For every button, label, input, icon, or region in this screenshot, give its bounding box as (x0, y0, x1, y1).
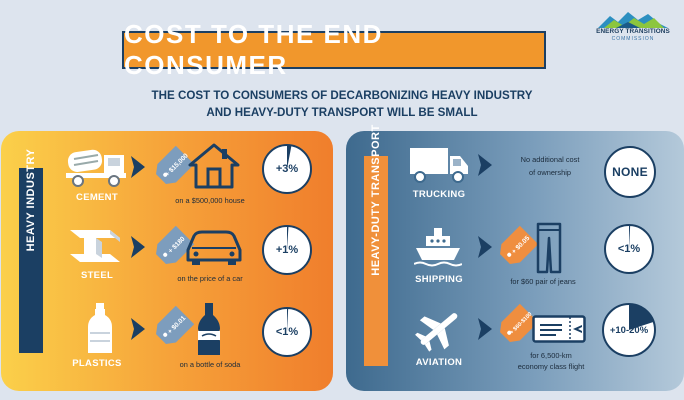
cement-description: on a $500,000 house (175, 196, 245, 205)
shipping-label: SHIPPING (415, 274, 463, 285)
chevron-right-icon (131, 156, 145, 178)
chevron-right-icon (478, 236, 492, 258)
cement-mixer-truck-icon (64, 141, 128, 192)
trucking-label: TRUCKING (412, 189, 466, 200)
price-tag-icon: + $60-$100 (500, 304, 538, 342)
steel-pie-chart: +1% (261, 224, 313, 276)
steel-description: on the price of a car (177, 274, 243, 283)
trucking-pie-chart: NONE (603, 145, 657, 199)
mountain-logo-icon (598, 12, 668, 28)
aviation-description: for 6,500-km economy class flight (496, 350, 606, 372)
chevron-right-icon (131, 318, 145, 340)
subtitle: THE COST TO CONSUMERS OF DECARBONIZING H… (120, 87, 564, 121)
subtitle-line1: THE COST TO CONSUMERS OF DECARBONIZING H… (151, 89, 533, 102)
shipping-description: for $60 pair of jeans (510, 277, 576, 286)
heavy-industry-label: HEAVY INDUSTRY (25, 148, 37, 252)
aviation-description-line2: economy class flight (517, 362, 585, 371)
plastics-pct: <1% (275, 326, 299, 338)
house-icon (188, 143, 240, 194)
shipping-pie-chart: <1% (603, 223, 655, 275)
aviation-pie-chart: +10-20% (601, 302, 657, 358)
trucking-description: No additional cost of ownership (500, 153, 600, 179)
etc-logo: ENERGY TRANSITIONS COMMISSION (590, 10, 676, 44)
aviation-description-line1: for 6,500-km (530, 351, 572, 360)
plastics-label: PLASTICS (72, 358, 122, 369)
ship-icon (413, 228, 463, 273)
price-tag-icon: + $15,000 (156, 146, 194, 184)
steel-pct: +1% (275, 244, 299, 256)
car-icon (184, 228, 244, 271)
steel-label: STEEL (80, 270, 114, 281)
truck-icon (408, 146, 470, 189)
cement-pct: +3% (275, 163, 299, 175)
cement-pie-chart: +3% (261, 143, 313, 195)
logo-line2: COMMISSION (611, 36, 655, 42)
trucking-description-line2: of ownership (529, 168, 571, 177)
aviation-label: AVIATION (415, 357, 463, 368)
logo-line1: ENERGY TRANSITIONS (596, 28, 670, 35)
airplane-icon (414, 306, 464, 357)
jeans-icon (536, 222, 562, 279)
heavy-duty-transport-label: HEAVY-DUTY TRANSPORT (370, 124, 382, 276)
heavy-industry-label-bar (19, 168, 43, 353)
price-tag-icon: + $0.05 (500, 226, 538, 264)
heavy-duty-transport-label-bar (364, 156, 388, 366)
plastics-pie-chart: <1% (261, 306, 313, 358)
shipping-pct: <1% (617, 243, 641, 255)
plastics-description: on a bottle of soda (179, 360, 241, 369)
page-title: COST TO THE END CONSUMER (124, 19, 383, 80)
chevron-right-icon (131, 236, 145, 258)
aviation-pct: +10-20% (609, 324, 649, 336)
chevron-right-icon (478, 318, 492, 340)
soda-bottle-icon (196, 303, 222, 362)
trucking-description-line1: No additional cost (520, 155, 580, 164)
chevron-right-icon (478, 154, 492, 176)
price-tag-icon: + $0.01 (156, 306, 194, 344)
steel-beam-icon (68, 226, 128, 275)
page-title-box: COST TO THE END CONSUMER (122, 19, 546, 80)
subtitle-line2: AND HEAVY-DUTY TRANSPORT WILL BE SMALL (206, 106, 478, 119)
cement-label: CEMENT (76, 192, 118, 203)
boarding-pass-icon (532, 315, 586, 348)
trucking-pct: NONE (612, 165, 648, 179)
plastic-bottle-icon (86, 303, 114, 360)
price-tag-icon: + $180 (156, 226, 194, 264)
